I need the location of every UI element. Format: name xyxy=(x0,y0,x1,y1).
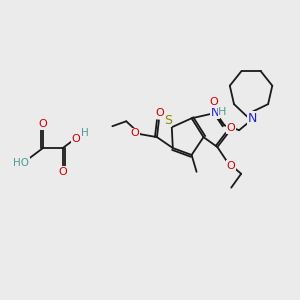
Text: O: O xyxy=(227,123,236,133)
Text: HO: HO xyxy=(13,158,29,168)
Text: O: O xyxy=(58,167,67,177)
Text: N: N xyxy=(211,106,220,119)
Text: O: O xyxy=(155,108,164,118)
Text: N: N xyxy=(248,112,257,125)
Text: H: H xyxy=(218,107,226,117)
Text: H: H xyxy=(81,128,88,138)
Text: O: O xyxy=(39,119,47,129)
Text: S: S xyxy=(164,114,172,127)
Text: O: O xyxy=(131,128,140,138)
Text: O: O xyxy=(71,134,80,144)
Text: O: O xyxy=(209,98,218,107)
Text: O: O xyxy=(227,161,236,171)
